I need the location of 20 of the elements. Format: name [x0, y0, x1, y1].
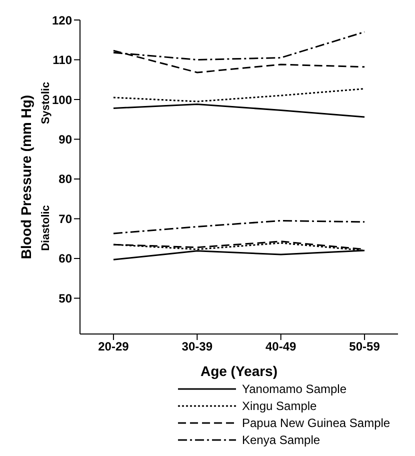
legend-label: Yanomamo Sample	[242, 382, 346, 396]
x-tick-label: 50-59	[349, 340, 380, 354]
y-tick-label: 60	[58, 252, 72, 266]
legend-label: Kenya Sample	[242, 432, 320, 446]
x-tick-label: 20-29	[98, 340, 130, 354]
y-tick-label: 120	[52, 13, 72, 28]
text: Systolic	[40, 82, 52, 124]
y-tick-label: 110	[52, 53, 72, 68]
y-tick-label: 90	[58, 132, 72, 146]
y-tick-label: 80	[58, 172, 72, 186]
x-tick-label: 40-49	[265, 340, 297, 354]
y-tick-label: 100	[52, 92, 72, 107]
legend-label: Papua New Guinea Sample	[242, 416, 390, 430]
y-tick-label: 70	[58, 212, 72, 226]
x-tick-label: 30-39	[182, 340, 213, 354]
y-axis-title: Blood Pressure (mm Hg)	[18, 94, 34, 260]
y-tick-label: 50	[58, 291, 72, 306]
x-axis-title: Age (Years)	[200, 363, 278, 379]
legend-label: Xingu Sample	[242, 398, 317, 412]
text: Diastolic	[40, 205, 52, 251]
